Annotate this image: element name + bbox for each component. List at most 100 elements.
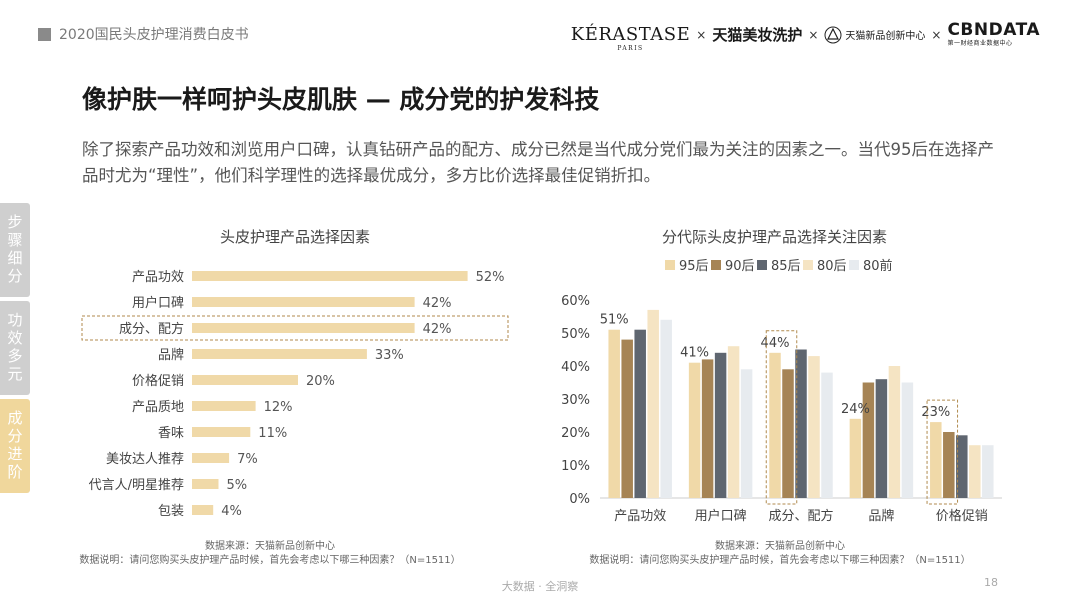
highlight-box	[765, 330, 798, 505]
y-tick-label: 40%	[561, 360, 590, 375]
cbndata-logo-sub: 第一财经商业数据中心	[947, 40, 1013, 47]
bar	[192, 453, 230, 463]
category-label: 香味	[158, 426, 184, 441]
legend-swatch	[757, 260, 767, 270]
category-label: 代言人/明星推荐	[89, 478, 184, 493]
brand-logos: KÉRASTASE PARIS × 天猫美妆洗护 × 天猫新品创新中心 × CB…	[570, 22, 1040, 53]
legend-swatch	[849, 260, 859, 270]
y-tick-label: 0%	[569, 492, 590, 507]
bar	[769, 352, 781, 498]
generation-bar-chart: 95后 90后 85后 80后 80前 0% 10% 20% 30% 40% 50% 60% 51% 产品…	[561, 258, 1002, 524]
bar	[740, 369, 753, 498]
bar	[969, 445, 981, 498]
side-nav-label: 功效多元	[5, 312, 24, 384]
category-label: 品牌	[158, 347, 184, 363]
report-tag: 2020国民头皮护理消费白皮书	[38, 24, 249, 44]
value-label: 42%	[423, 296, 452, 311]
bar	[727, 346, 740, 498]
triangle-logo-icon	[824, 26, 842, 43]
bar	[192, 349, 367, 359]
bar	[888, 366, 901, 498]
bar	[192, 271, 468, 281]
intro-paragraph: 除了探索产品功效和浏览用户口碑，认真钻研产品的配方、成分已然是当代成分党们最为关…	[82, 140, 994, 185]
legend-swatch	[711, 260, 721, 270]
tmall-logo: 天猫美妆洗护	[712, 26, 803, 44]
bar	[192, 323, 415, 333]
value-label: 52%	[476, 270, 505, 285]
category-label: 价格促销	[936, 508, 988, 524]
category-label: 成分、配方	[119, 321, 184, 337]
page-number: 18	[984, 576, 998, 589]
kerastase-logo: KÉRASTASE PARIS	[570, 24, 691, 52]
side-nav-label: 成分进阶	[5, 410, 24, 482]
bar	[621, 339, 633, 498]
right-chart-note: 数据来源：天猫新品创新中心 数据说明：请问您购买头皮护理产品时候，首先会考虑以下…	[560, 540, 1000, 568]
kerastase-logo-text: KÉRASTASE	[570, 24, 691, 45]
factor-bar-chart: 产品功效 52% 用户口碑 42% 成分、配方 42% 品牌 33% 价格促销 20% 产品质地 12…	[81, 270, 509, 519]
left-chart-source: 数据来源：天猫新品创新中心	[205, 541, 335, 552]
left-chart-note: 数据来源：天猫新品创新中心 数据说明：请问您购买头皮护理产品时候，首先会考虑以下…	[60, 540, 480, 568]
kerastase-logo-sub: PARIS	[617, 45, 644, 52]
y-tick-label: 20%	[561, 426, 590, 441]
bar	[608, 329, 620, 498]
side-nav-label: 步骤细分	[5, 214, 24, 286]
value-label: 12%	[264, 400, 293, 415]
value-label: 33%	[375, 348, 404, 363]
bar	[795, 349, 807, 498]
side-nav-item-steps[interactable]: 步骤细分	[0, 203, 30, 297]
bar	[862, 382, 875, 498]
legend-swatch	[803, 260, 813, 270]
bar	[943, 432, 955, 498]
highlight-box	[926, 399, 959, 505]
y-tick-label: 30%	[561, 393, 590, 408]
category-label: 品牌	[868, 508, 894, 524]
annotation-label: 44%	[761, 336, 790, 351]
right-chart-desc: 数据说明：请问您购买头皮护理产品时候，首先会考虑以下哪三种因素？（N=1511）	[589, 555, 971, 566]
legend-label: 95后	[679, 259, 709, 274]
category-label: 美妆达人推荐	[106, 452, 184, 467]
bar	[647, 309, 659, 498]
bar	[956, 435, 968, 498]
brand-separator: ×	[931, 27, 942, 42]
annotation-label: 23%	[921, 405, 950, 420]
bar	[660, 319, 672, 498]
bar	[192, 297, 415, 307]
bar	[808, 356, 820, 498]
left-chart-desc: 数据说明：请问您购买头皮护理产品时候，首先会考虑以下哪三种因素？（N=1511）	[79, 555, 461, 566]
category-label: 成分、配方	[768, 508, 833, 524]
right-chart-title: 分代际头皮护理产品选择关注因素	[662, 228, 888, 246]
cbndata-logo-text: CBNDATA	[947, 20, 1040, 40]
footer-slogan: 大数据 · 全洞察	[501, 580, 579, 593]
annotation-label: 41%	[680, 346, 709, 361]
legend-swatch	[665, 260, 675, 270]
legend-label: 85后	[771, 259, 801, 274]
value-label: 5%	[227, 478, 248, 493]
brand-separator: ×	[808, 27, 819, 42]
y-tick-label: 50%	[561, 327, 590, 342]
bar	[634, 329, 646, 498]
legend-label: 80前	[863, 258, 893, 274]
category-label: 用户口碑	[132, 295, 184, 311]
value-label: 42%	[423, 322, 452, 337]
bar	[714, 352, 727, 498]
cbndata-logo: CBNDATA 第一财经商业数据中心	[947, 22, 1040, 47]
bar	[688, 362, 701, 498]
page-title: 像护肤一样呵护头皮肌肤 — 成分党的护发科技	[82, 85, 600, 114]
legend-label: 80后	[817, 259, 847, 274]
right-chart-source: 数据来源：天猫新品创新中心	[715, 541, 845, 552]
left-chart-title: 头皮护理产品选择因素	[220, 228, 371, 246]
value-label: 20%	[306, 374, 335, 389]
bar	[192, 505, 214, 515]
bar	[901, 382, 914, 498]
bar	[875, 379, 888, 498]
side-nav-item-efficacy[interactable]: 功效多元	[0, 301, 30, 395]
innovation-center-logo-text: 天猫新品创新中心	[845, 31, 926, 42]
category-label: 用户口碑	[695, 508, 747, 524]
category-label: 包装	[158, 504, 184, 519]
bar	[701, 359, 714, 498]
brand-separator: ×	[696, 27, 707, 42]
innovation-center-logo: 天猫新品创新中心	[824, 26, 925, 44]
annotation-label: 51%	[600, 313, 629, 328]
value-label: 4%	[221, 504, 242, 519]
side-nav-item-ingredients[interactable]: 成分进阶	[0, 399, 30, 493]
